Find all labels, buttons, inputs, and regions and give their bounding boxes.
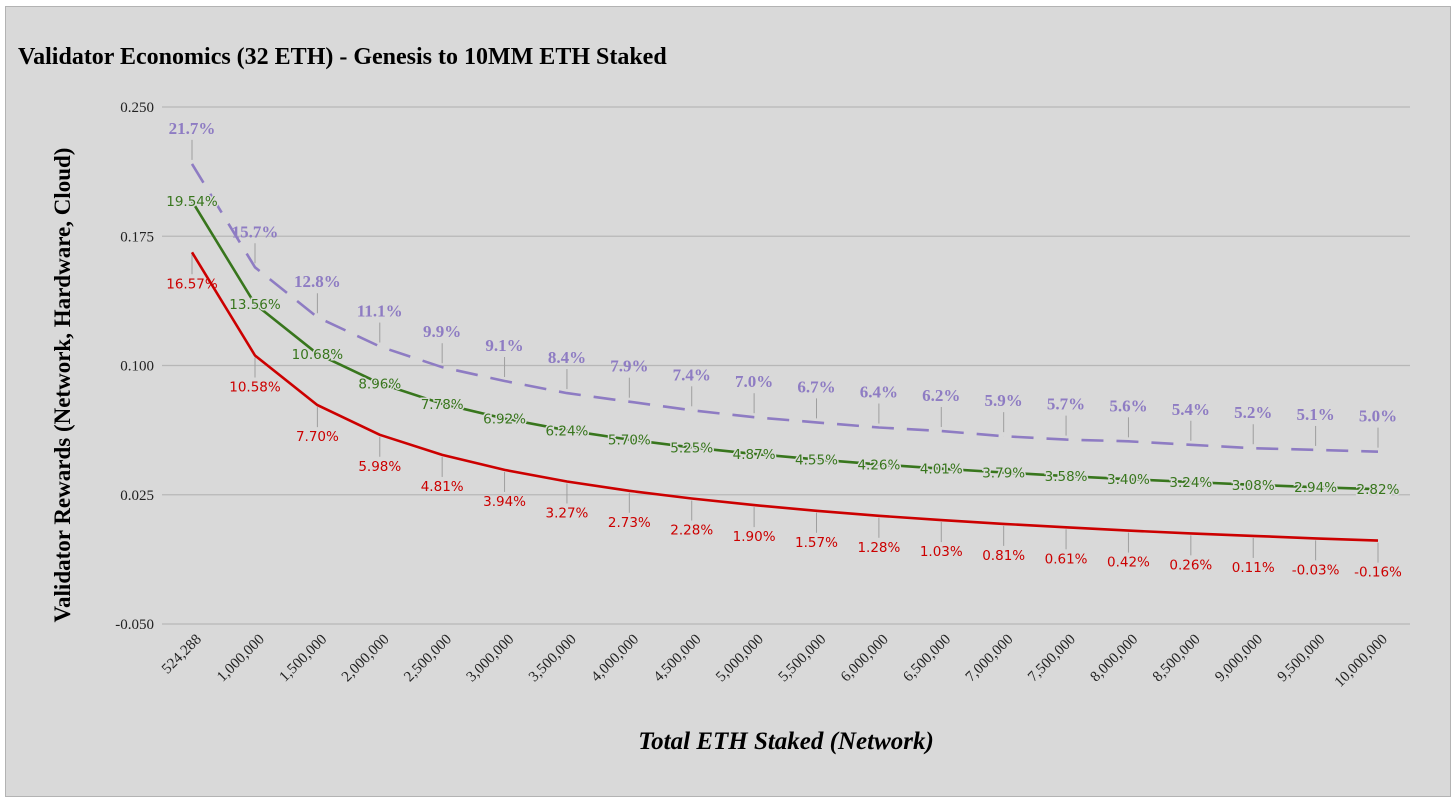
- data-label-cloud: 1.90%: [733, 529, 776, 545]
- data-label-network: 11.1%: [357, 302, 403, 321]
- data-label-cloud: 3.94%: [483, 494, 526, 510]
- series-line-cloud: [190, 251, 1379, 542]
- data-label-hardware: 7.78%: [421, 397, 464, 413]
- x-tick-label: 1,000,000: [214, 632, 268, 686]
- data-label-cloud: 1.03%: [920, 544, 963, 560]
- data-label-cloud: 2.73%: [608, 515, 651, 531]
- x-tick-label: 3,000,000: [464, 632, 518, 686]
- chart-title: Validator Economics (32 ETH) - Genesis t…: [18, 44, 667, 70]
- data-label-network: 9.9%: [423, 322, 461, 341]
- data-label-network: 5.9%: [985, 391, 1023, 410]
- data-label-cloud: 7.70%: [296, 429, 339, 445]
- data-label-cloud: 2.28%: [670, 523, 713, 539]
- data-label-cloud: 10.58%: [229, 380, 281, 396]
- chart-frame: [5, 6, 1451, 797]
- x-tick-label: 9,000,000: [1212, 632, 1266, 686]
- x-axis-title: Total ETH Staked (Network): [638, 728, 934, 755]
- x-axis-ticks: 524,288 1,000,000 1,500,000 2,000,000 2,500,…: [159, 632, 1391, 691]
- data-label-cloud: 5.98%: [358, 459, 401, 475]
- x-tick-label: 6,500,000: [900, 632, 954, 686]
- data-label-cloud: 1.57%: [795, 535, 838, 551]
- x-tick-label: 6,000,000: [838, 632, 892, 686]
- data-label-hardware: 2.94%: [1294, 480, 1337, 496]
- data-label-cloud: 3.27%: [545, 505, 588, 521]
- x-tick-label: 1,500,000: [276, 632, 330, 686]
- data-label-hardware: 6.92%: [483, 412, 526, 428]
- x-tick-label: 524,288: [159, 632, 205, 678]
- data-label-network: 21.7%: [169, 119, 216, 138]
- x-tick-label: 8,000,000: [1088, 632, 1142, 686]
- x-tick-label: 9,500,000: [1275, 632, 1329, 686]
- data-label-hardware: 3.08%: [1232, 478, 1275, 494]
- x-tick-label: 3,500,000: [526, 632, 580, 686]
- data-label-network: 6.4%: [860, 383, 898, 402]
- data-label-hardware: 4.55%: [795, 452, 838, 468]
- data-label-hardware: 8.96%: [358, 376, 401, 392]
- data-label-hardware: 4.26%: [857, 457, 900, 473]
- data-label-network: 8.4%: [548, 348, 586, 367]
- data-label-network: 7.4%: [673, 365, 711, 384]
- data-label-network: 12.8%: [294, 272, 341, 291]
- data-label-network: 7.0%: [735, 372, 773, 391]
- x-tick-label: 2,500,000: [401, 632, 455, 686]
- data-label-hardware: 3.58%: [1045, 469, 1088, 485]
- data-label-hardware: 2.82%: [1357, 482, 1400, 498]
- series-lines: [190, 163, 1379, 542]
- data-label-cloud: -0.16%: [1354, 565, 1402, 581]
- x-tick-label: 2,000,000: [339, 632, 393, 686]
- x-tick-label: 8,500,000: [1150, 632, 1204, 686]
- x-tick-label: 7,500,000: [1025, 632, 1079, 686]
- series-line-network: [190, 163, 1379, 453]
- x-tick-label: 5,500,000: [776, 632, 830, 686]
- y-tick-label: 0.100: [120, 359, 154, 375]
- x-tick-label: 4,500,000: [651, 632, 705, 686]
- data-label-hardware: 10.68%: [292, 347, 344, 363]
- data-label-network: 9.1%: [485, 336, 523, 355]
- x-tick-label: 7,000,000: [963, 632, 1017, 686]
- data-label-hardware: 5.25%: [670, 440, 713, 456]
- data-label-network: 7.9%: [610, 357, 648, 376]
- data-label-hardware: 3.79%: [982, 466, 1025, 482]
- data-label-network: 5.2%: [1234, 403, 1272, 422]
- data-label-hardware: 3.40%: [1107, 472, 1150, 488]
- data-label-network: 5.6%: [1109, 396, 1147, 415]
- data-label-network: 6.2%: [922, 386, 960, 405]
- data-label-cloud: 0.61%: [1045, 551, 1088, 567]
- data-label-cloud: 0.11%: [1232, 560, 1275, 576]
- gridlines: [162, 106, 1410, 625]
- data-label-hardware: 19.54%: [166, 194, 218, 210]
- data-label-cloud: 1.28%: [857, 540, 900, 556]
- x-tick-label: 5,000,000: [713, 632, 767, 686]
- data-labels: 21.7% 15.7% 12.8% 11.1% 9.9% 9.1% 8.4% 7.9% 7.4%…: [165, 119, 1402, 581]
- y-tick-label: -0.050: [115, 617, 154, 633]
- data-label-hardware: 3.24%: [1169, 475, 1212, 491]
- x-tick-label: 4,000,000: [588, 632, 642, 686]
- data-label-cloud: -0.03%: [1292, 562, 1340, 578]
- x-tick-label: 10,000,000: [1332, 632, 1391, 691]
- data-label-hardware: 4.87%: [733, 447, 776, 463]
- data-label-network: 5.4%: [1172, 400, 1210, 419]
- series-line-hardware: [190, 200, 1379, 491]
- y-tick-label: 0.175: [120, 229, 154, 245]
- data-label-hardware: 13.56%: [229, 297, 281, 313]
- data-label-cloud: 16.57%: [166, 276, 218, 292]
- data-label-cloud: 4.81%: [421, 479, 464, 495]
- data-label-hardware: 6.24%: [545, 423, 588, 439]
- data-label-network: 5.0%: [1359, 407, 1397, 426]
- data-label-network: 5.1%: [1296, 405, 1334, 424]
- data-label-network: 15.7%: [232, 222, 279, 241]
- data-label-cloud: 0.81%: [982, 548, 1025, 564]
- data-label-network: 5.7%: [1047, 395, 1085, 414]
- label-leader-lines: [191, 139, 1379, 563]
- y-tick-label: 0.025: [120, 488, 154, 504]
- data-label-network: 6.7%: [797, 377, 835, 396]
- y-axis-ticks: 0.250 0.175 0.100 0.025 -0.050: [115, 100, 154, 633]
- data-label-cloud: 0.26%: [1169, 557, 1212, 573]
- data-label-cloud: 0.42%: [1107, 555, 1150, 571]
- data-label-hardware: 5.70%: [608, 433, 651, 449]
- data-label-hardware: 4.01%: [920, 462, 963, 478]
- y-tick-label: 0.250: [120, 100, 154, 116]
